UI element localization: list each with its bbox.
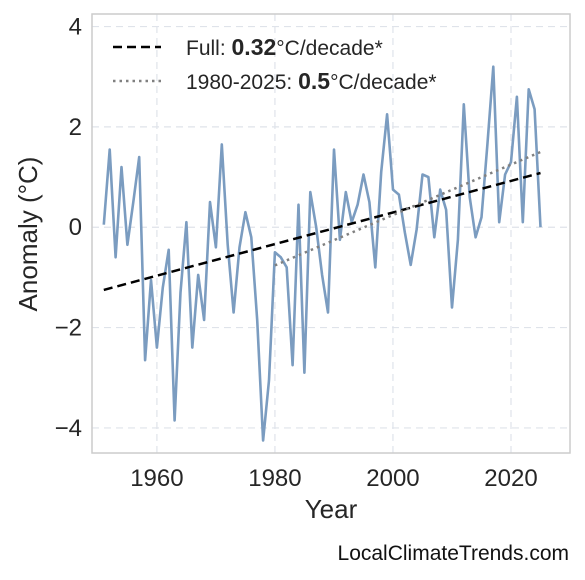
legend-1980-label: 1980-2025: 0.5°C/decade* — [186, 68, 437, 94]
y-tick-label-0: −4 — [55, 415, 82, 442]
annual-anomaly-line — [102, 65, 542, 442]
x-tick-labels: 1960 1980 2000 2020 — [130, 465, 537, 492]
grid — [92, 14, 570, 453]
legend-full-suffix: °C/decade* — [276, 37, 382, 60]
y-tick-labels: −4 −2 0 2 4 — [55, 14, 82, 442]
legend-1980-suffix: °C/decade* — [330, 71, 436, 94]
full-trend-line — [103, 171, 541, 292]
y-tick-label-4: 4 — [69, 14, 82, 41]
x-tick-label-2000: 2000 — [366, 465, 419, 492]
legend-full-prefix: Full: — [186, 37, 232, 60]
x-tick-label-1960: 1960 — [130, 465, 183, 492]
legend-full-label: Full: 0.32°C/decade* — [186, 34, 383, 60]
x-axis-title: Year — [305, 494, 358, 524]
legend: Full: 0.32°C/decade* 1980-2025: 0.5°C/de… — [113, 34, 437, 94]
trend-1980-2025-line — [274, 150, 541, 267]
site-credit: LocalClimateTrends.com — [338, 542, 569, 565]
x-tick-label-1980: 1980 — [248, 465, 301, 492]
y-tick-label-1: −2 — [55, 315, 82, 342]
x-tick-label-2020: 2020 — [484, 465, 537, 492]
y-tick-label-3: 2 — [69, 114, 82, 141]
legend-1980-value: 0.5 — [298, 68, 330, 94]
series-layer — [102, 65, 542, 442]
plot-frame — [91, 13, 571, 454]
legend-1980-prefix: 1980-2025: — [186, 71, 298, 94]
legend-full-value: 0.32 — [232, 34, 277, 60]
y-axis-title: Anomaly (°C) — [13, 157, 43, 312]
y-tick-label-2: 0 — [69, 214, 82, 241]
